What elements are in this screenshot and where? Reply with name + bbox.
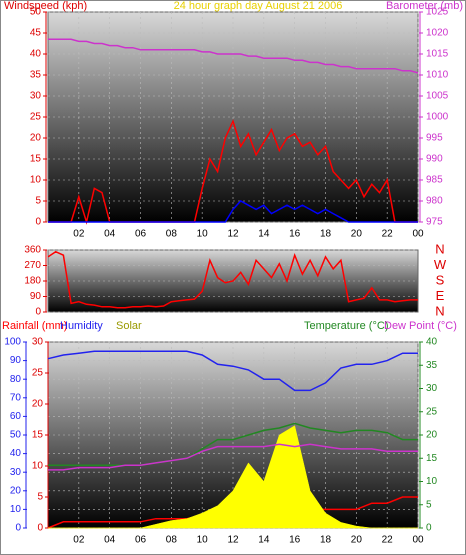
y-tick-label: 90 [30, 291, 42, 302]
x-tick-label: 12 [227, 535, 239, 546]
y-tick-label: 20 [426, 430, 438, 441]
area [48, 425, 418, 529]
x-tick-label: 08 [166, 229, 178, 240]
y-tick-label: 0 [35, 307, 41, 318]
y-tick-label: 10 [32, 461, 44, 472]
y-tick-label: 1000 [426, 112, 449, 123]
legend-label: Temperature (°C) [304, 320, 388, 332]
x-tick-label: 10 [197, 535, 209, 546]
y-tick-label: S [436, 272, 445, 287]
y-tick-label: 985 [426, 175, 443, 186]
x-tick-label: 22 [382, 229, 394, 240]
x-tick-label: 06 [135, 535, 147, 546]
y-tick-label: 975 [426, 217, 443, 228]
y-tick-label: 1015 [426, 49, 449, 60]
y-tick-label: 270 [24, 260, 41, 271]
legend-label: Solar [116, 320, 142, 332]
y-tick-label: 40 [10, 448, 22, 459]
y-tick-label: 50 [10, 430, 22, 441]
y-tick-label: 5 [37, 492, 43, 503]
y-tick-label: 10 [30, 175, 42, 186]
y-tick-label: 70 [10, 392, 22, 403]
y-tick-label: 45 [30, 28, 42, 39]
y-tick-label: 40 [426, 337, 438, 348]
y-tick-label: 35 [426, 360, 438, 371]
x-tick-label: 22 [382, 535, 394, 546]
y-tick-label: 995 [426, 133, 443, 144]
y-tick-label: N [435, 241, 444, 256]
y-tick-label: 0 [35, 217, 41, 228]
y-tick-label: 25 [32, 368, 44, 379]
line [47, 250, 418, 309]
y-tick-label: 990 [426, 154, 443, 165]
x-tick-label: 10 [197, 229, 209, 240]
y-tick-label: 1005 [426, 91, 449, 102]
line [48, 200, 418, 223]
y-tick-label: 25 [30, 112, 42, 123]
x-tick-label: 18 [320, 229, 332, 240]
y-tick-label: 30 [30, 91, 42, 102]
line [47, 350, 418, 392]
y-tick-label: 15 [30, 154, 42, 165]
legend-label: Rainfall (mm) [2, 320, 67, 332]
y-tick-label: 20 [30, 133, 42, 144]
y-tick-label: 50 [30, 7, 42, 18]
x-tick-label: 12 [227, 229, 239, 240]
x-tick-label: 16 [289, 535, 301, 546]
x-tick-label: 00 [412, 535, 424, 546]
y-tick-label: 5 [426, 499, 432, 510]
x-tick-label: 20 [351, 535, 363, 546]
y-tick-label: 1025 [426, 7, 449, 18]
y-tick-label: 30 [426, 383, 438, 394]
y-tick-label: 10 [426, 476, 438, 487]
y-tick-label: 0 [15, 523, 21, 534]
y-tick-label: 1020 [426, 28, 449, 39]
x-tick-label: 00 [412, 229, 424, 240]
y-tick-label: 20 [32, 399, 44, 410]
x-tick-label: 20 [351, 229, 363, 240]
legend-label: Dew Point (°C) [384, 320, 457, 332]
line [48, 422, 418, 466]
x-tick-label: 06 [135, 229, 147, 240]
legend-label: Humidity [60, 320, 103, 332]
y-tick-label: E [436, 288, 445, 303]
y-tick-label: 0 [426, 523, 432, 534]
y-tick-label: W [434, 257, 447, 272]
y-tick-label: 25 [426, 406, 438, 417]
x-tick-label: 14 [258, 229, 270, 240]
y-tick-label: 15 [32, 430, 44, 441]
y-tick-label: 980 [426, 196, 443, 207]
x-tick-label: 16 [289, 229, 301, 240]
y-tick-label: 20 [10, 485, 22, 496]
y-tick-label: 40 [30, 49, 42, 60]
y-tick-label: N [435, 303, 444, 318]
x-tick-label: 14 [258, 535, 270, 546]
x-tick-label: 04 [104, 535, 116, 546]
y-tick-label: 30 [10, 467, 22, 478]
x-tick-label: 02 [73, 229, 85, 240]
x-tick-label: 08 [166, 535, 178, 546]
y-tick-label: 0 [37, 523, 43, 534]
y-axis-label: Windspeed (kph) [4, 0, 87, 12]
x-tick-label: 02 [73, 535, 85, 546]
y-tick-label: 30 [32, 337, 44, 348]
y-tick-label: 60 [10, 411, 22, 422]
y-tick-label: 10 [10, 504, 22, 515]
y-tick-label: 15 [426, 453, 438, 464]
chart-title: 24 hour graph day August 21 2006 [174, 0, 343, 12]
y-tick-label: 5 [35, 196, 41, 207]
y-tick-label: 100 [4, 337, 21, 348]
y-tick-label: 180 [24, 276, 41, 287]
x-tick-label: 18 [320, 535, 332, 546]
y-tick-label: 360 [24, 245, 41, 256]
y-tick-label: 90 [10, 355, 22, 366]
y2-axis-label: Barometer (mb) [386, 0, 463, 12]
y-tick-label: 35 [30, 70, 42, 81]
y-tick-label: 80 [10, 374, 22, 385]
y-tick-label: 1010 [426, 70, 449, 81]
line [48, 38, 419, 74]
line [48, 443, 418, 471]
x-tick-label: 04 [104, 229, 116, 240]
